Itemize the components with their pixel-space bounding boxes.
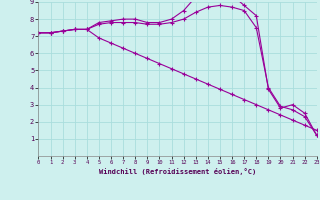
X-axis label: Windchill (Refroidissement éolien,°C): Windchill (Refroidissement éolien,°C)	[99, 168, 256, 175]
